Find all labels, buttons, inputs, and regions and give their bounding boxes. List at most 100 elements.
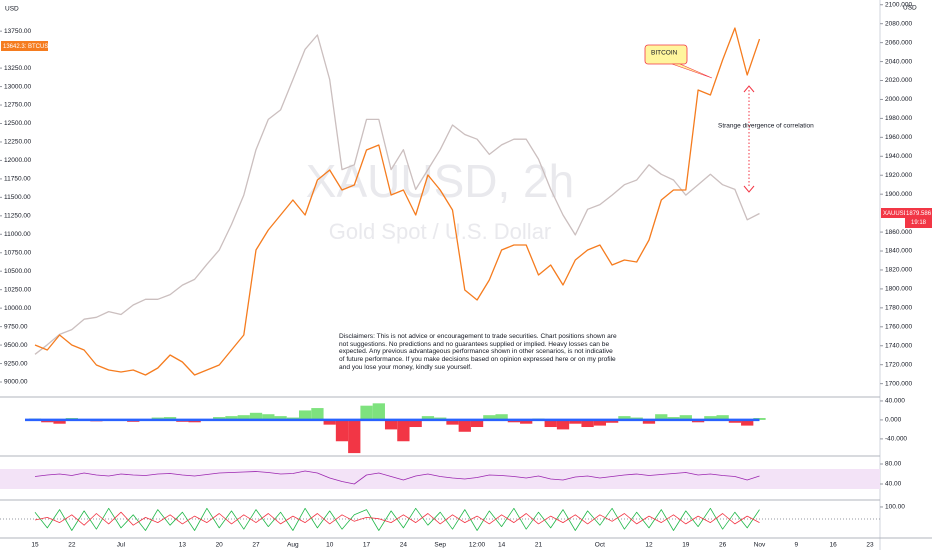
histogram-bar — [397, 419, 410, 442]
y-tick-label: -40.000 — [885, 436, 907, 443]
x-tick-label: 21 — [535, 542, 543, 549]
histogram-bar — [569, 419, 582, 424]
y-tick-label: 2000.000 — [885, 96, 912, 103]
y-tick-label: 1760.000 — [885, 324, 912, 331]
histogram-bar — [360, 405, 373, 420]
x-tick-label: 20 — [216, 542, 224, 549]
y-tick-label: 10250.00 — [4, 286, 31, 293]
y-tick-label: 13000.00 — [4, 83, 31, 90]
band — [0, 469, 880, 489]
arrow-head — [743, 85, 755, 93]
x-tick-label: 24 — [400, 542, 408, 549]
x-tick-label: Jul — [117, 542, 126, 549]
price-badge — [905, 208, 932, 228]
y-tick-label: 1820.000 — [885, 267, 912, 274]
series-line — [34, 511, 760, 526]
histogram-bar — [593, 419, 606, 426]
y-tick-label: 2040.000 — [885, 58, 912, 65]
y-tick-label: 13750.00 — [4, 28, 31, 35]
histogram-bar — [262, 414, 275, 420]
disclaimer: Disclaimers: This is not advice or encou… — [339, 333, 617, 371]
histogram-bar — [581, 419, 594, 428]
y-unit: USD — [5, 6, 19, 13]
histogram-bar — [667, 417, 680, 420]
histogram-bar — [311, 408, 324, 420]
y-tick-label: 11500.00 — [4, 194, 31, 201]
histogram-bar — [741, 419, 754, 426]
series-line — [34, 34, 760, 355]
y-tick-label: 1960.000 — [885, 134, 912, 141]
y-tick-label: 1940.000 — [885, 153, 912, 160]
histogram-bar — [323, 419, 336, 425]
symbol-badge — [26, 41, 48, 51]
histogram-bar — [299, 410, 312, 420]
symbol-badge-text: BTCUSD — [28, 44, 53, 50]
y-tick-label: 80.00 — [885, 461, 902, 468]
callout-text: BITCOIN — [651, 50, 678, 57]
histogram-bar — [679, 415, 692, 420]
marks: 13750.00 13250.00 13000.00 12750.00 12500.00… — [0, 1, 912, 549]
y-tick-label: 1740.000 — [885, 342, 912, 349]
y-tick-label: 1920.000 — [885, 172, 912, 179]
y-tick-label: 10500.00 — [4, 268, 31, 275]
histogram-bar — [716, 415, 729, 420]
y-tick-label: 12750.00 — [4, 102, 31, 109]
histogram-bar — [249, 412, 263, 420]
watermark: XAUUSD, 2h — [306, 155, 574, 207]
x-tick-label: 15 — [31, 542, 39, 549]
histogram-bar — [225, 416, 238, 420]
histogram-bar — [544, 419, 557, 428]
y-tick-label: 2060.000 — [885, 39, 912, 46]
x-tick-label: 16 — [830, 542, 838, 549]
y-tick-label: 100.00 — [885, 504, 905, 511]
histogram-bar — [384, 419, 398, 430]
x-tick-label: 13 — [179, 542, 187, 549]
histogram-bar — [213, 417, 226, 420]
y-tick-label: 40.000 — [885, 398, 905, 405]
y-tick-label: 1780.000 — [885, 305, 912, 312]
histogram-bar — [483, 415, 496, 420]
price-badge-text: 13642.31 — [3, 44, 29, 50]
histogram-bar — [274, 416, 287, 420]
histogram-bar — [409, 419, 422, 428]
x-tick-label: 23 — [866, 542, 874, 549]
x-tick-label: 19 — [682, 542, 690, 549]
y2-unit: USD — [903, 5, 917, 12]
annotation: Strange divergence of correlation — [718, 123, 814, 130]
histogram-bar — [605, 419, 619, 423]
y-tick-label: 1720.000 — [885, 361, 912, 368]
histogram-bar — [470, 419, 484, 428]
y-tick-label: 1980.000 — [885, 115, 912, 122]
series-line — [34, 507, 760, 531]
x-tick-label: Aug — [287, 542, 299, 549]
y-tick-label: 9500.00 — [4, 342, 28, 349]
symbol-badge-text: XAUUSD — [883, 211, 909, 217]
histogram-bar — [335, 419, 349, 442]
histogram-bar — [237, 415, 250, 420]
y-tick-label: 9000.00 — [4, 379, 28, 386]
y-tick-label: 11250.00 — [4, 213, 31, 220]
callout-pointer — [671, 63, 713, 79]
x-tick-label: 9 — [795, 542, 799, 549]
x-tick-label: Nov — [754, 542, 766, 549]
y-tick-label: 2020.000 — [885, 77, 912, 84]
histogram-bar — [655, 414, 668, 420]
histogram-bar — [556, 419, 570, 430]
histogram-bar — [446, 419, 459, 425]
countdown: 19:18 — [911, 220, 927, 226]
watermark-subtitle: Gold Spot / U.S. Dollar — [329, 219, 552, 244]
y-tick-label: 1800.000 — [885, 286, 912, 293]
y-tick-label: 1860.000 — [885, 229, 912, 236]
x-tick-label: 14 — [498, 542, 506, 549]
x-tick-label: 22 — [68, 542, 76, 549]
y-tick-label: 11000.00 — [4, 231, 31, 238]
price-badge-text: 1879.586 — [906, 211, 932, 217]
histogram-bar — [704, 416, 717, 420]
x-tick-label: 17 — [363, 542, 371, 549]
histogram-bar — [348, 419, 361, 454]
y-tick-label: 1700.000 — [885, 380, 912, 387]
x-tick-label: 12 — [645, 542, 653, 549]
y-tick-label: 12000.00 — [4, 157, 31, 164]
